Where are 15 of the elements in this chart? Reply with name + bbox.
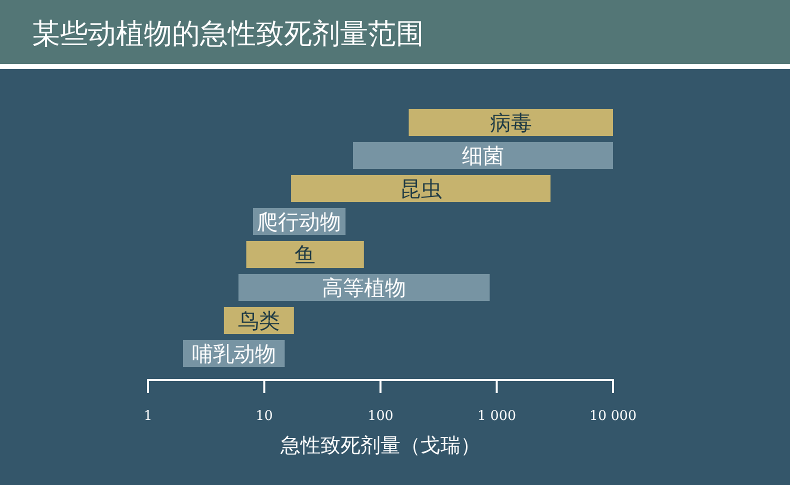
x-tick-label: 10 000 [589,408,637,424]
x-tick-label: 100 [368,408,394,424]
y-tick-label: 高等植物 [322,276,406,300]
y-tick-label: 哺乳动物 [192,342,276,366]
x-tick-label: 1 000 [477,408,516,424]
y-tick-label: 昆虫 [400,177,442,201]
y-tick-label: 鸟类 [238,309,280,333]
x-tick-label: 1 [144,408,152,424]
y-tick-label: 爬行动物 [257,210,342,234]
chart-title: 某些动植物的急性致死剂量范围 [32,17,424,50]
y-tick-label: 细菌 [462,144,504,168]
x-tick-label: 10 [256,408,273,424]
x-axis-title: 急性致死剂量（戈瑞） [280,433,480,457]
y-tick-label: 鱼 [294,243,316,267]
y-tick-label: 病毒 [490,111,532,135]
